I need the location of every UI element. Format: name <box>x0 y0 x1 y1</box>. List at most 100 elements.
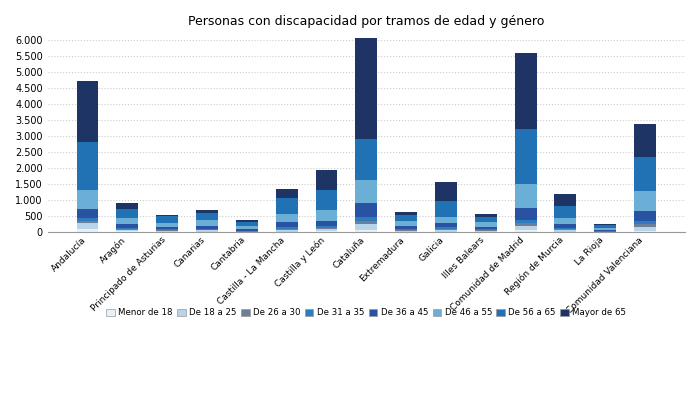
Bar <box>196 230 218 232</box>
Bar <box>116 228 139 229</box>
Bar <box>554 229 576 230</box>
Bar <box>276 189 298 198</box>
Bar <box>435 228 457 230</box>
Bar <box>475 227 497 229</box>
Bar <box>276 222 298 227</box>
Bar <box>156 230 178 231</box>
Bar <box>475 230 497 231</box>
Bar <box>196 210 218 213</box>
Bar <box>316 229 337 231</box>
Bar <box>594 224 616 225</box>
Bar <box>156 216 178 222</box>
Bar <box>475 222 497 227</box>
Bar <box>435 230 457 232</box>
Bar <box>196 226 218 229</box>
Bar <box>514 226 537 230</box>
Title: Personas con discapacidad por tramos de edad y género: Personas con discapacidad por tramos de … <box>188 15 545 28</box>
Bar <box>156 222 178 227</box>
Bar <box>514 220 537 224</box>
Bar <box>76 228 99 232</box>
Bar <box>435 217 457 223</box>
Bar <box>76 218 99 221</box>
Bar <box>116 204 139 209</box>
Bar <box>276 230 298 232</box>
Bar <box>156 214 178 216</box>
Bar <box>395 222 417 226</box>
Bar <box>514 230 537 232</box>
Bar <box>316 210 337 220</box>
Bar <box>634 230 656 232</box>
Bar <box>316 228 337 229</box>
Bar <box>76 223 99 228</box>
Bar <box>475 214 497 216</box>
Bar <box>435 227 457 228</box>
Bar <box>356 180 377 203</box>
Bar <box>356 38 377 139</box>
Bar <box>634 157 656 191</box>
Bar <box>236 230 258 231</box>
Bar <box>316 231 337 232</box>
Bar <box>356 217 377 220</box>
Bar <box>435 182 457 202</box>
Bar <box>395 229 417 230</box>
Bar <box>196 220 218 226</box>
Bar <box>276 214 298 222</box>
Bar <box>116 224 139 228</box>
Bar <box>356 224 377 230</box>
Bar <box>634 221 656 224</box>
Bar <box>356 139 377 180</box>
Bar <box>395 212 417 215</box>
Bar <box>435 223 457 227</box>
Bar <box>116 230 139 232</box>
Bar <box>316 220 337 226</box>
Bar <box>554 206 576 218</box>
Bar <box>594 225 616 228</box>
Bar <box>236 220 258 222</box>
Bar <box>116 209 139 218</box>
Bar <box>76 142 99 190</box>
Bar <box>316 190 337 210</box>
Bar <box>116 229 139 230</box>
Bar <box>634 124 656 157</box>
Legend: Menor de 18, De 18 a 25, De 26 a 30, De 31 a 35, De 36 a 45, De 46 a 55, De 56 a: Menor de 18, De 18 a 25, De 26 a 30, De … <box>104 306 628 319</box>
Bar <box>356 230 377 232</box>
Bar <box>634 227 656 230</box>
Bar <box>316 226 337 228</box>
Bar <box>634 211 656 221</box>
Bar <box>76 81 99 142</box>
Bar <box>554 194 576 206</box>
Bar <box>395 231 417 232</box>
Bar <box>276 229 298 230</box>
Bar <box>156 229 178 230</box>
Bar <box>435 202 457 217</box>
Bar <box>554 224 576 228</box>
Bar <box>236 222 258 226</box>
Bar <box>76 190 99 209</box>
Bar <box>116 218 139 224</box>
Bar <box>475 229 497 230</box>
Bar <box>395 215 417 222</box>
Bar <box>356 220 377 224</box>
Bar <box>514 129 537 184</box>
Bar <box>196 213 218 220</box>
Bar <box>594 230 616 231</box>
Bar <box>76 221 99 223</box>
Bar <box>554 228 576 229</box>
Bar <box>554 218 576 224</box>
Bar <box>594 228 616 230</box>
Bar <box>236 229 258 230</box>
Bar <box>514 224 537 226</box>
Bar <box>76 209 99 218</box>
Bar <box>395 230 417 231</box>
Bar <box>156 227 178 229</box>
Bar <box>156 231 178 232</box>
Bar <box>356 203 377 217</box>
Bar <box>395 226 417 229</box>
Bar <box>475 231 497 232</box>
Bar <box>196 229 218 230</box>
Bar <box>236 226 258 229</box>
Bar <box>514 53 537 129</box>
Bar <box>475 216 497 222</box>
Bar <box>316 170 337 190</box>
Bar <box>514 208 537 220</box>
